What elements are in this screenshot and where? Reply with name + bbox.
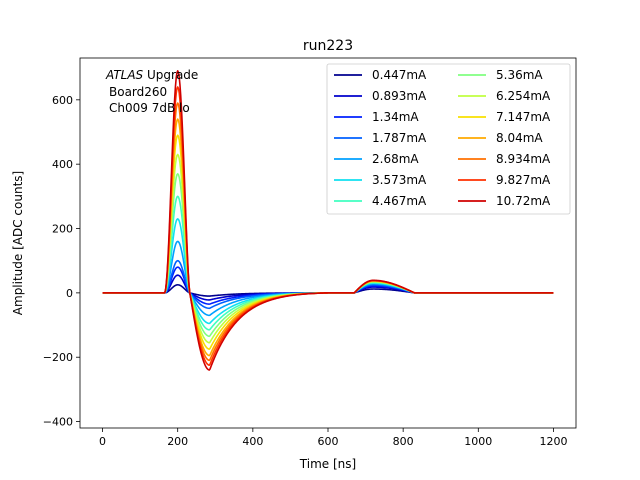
- legend-label: 3.573mA: [372, 173, 427, 187]
- legend-frame: [326, 63, 571, 215]
- y-tick-label: 400: [52, 158, 73, 171]
- legend-label: 8.934mA: [496, 152, 551, 166]
- annotation-upgrade: Upgrade: [143, 68, 198, 82]
- legend-label: 1.34mA: [372, 110, 419, 124]
- legend: 0.447mA 0.893mA 1.34mA 1.787mA 2.68mA 3.573mA…: [326, 63, 571, 215]
- x-axis-label: Time [ns]: [299, 457, 356, 471]
- x-tick-label: 1200: [539, 435, 567, 448]
- y-tick-label: 200: [52, 223, 73, 236]
- chart-title: run223: [303, 38, 353, 54]
- legend-label: 0.893mA: [372, 89, 427, 103]
- legend-label: 7.147mA: [496, 110, 551, 124]
- x-tick-label: 600: [318, 435, 339, 448]
- y-tick-label: −200: [43, 351, 73, 364]
- annotation-atlas: ATLAS: [105, 68, 144, 82]
- y-axis-label: Amplitude [ADC counts]: [11, 171, 25, 315]
- legend-label: 5.36mA: [496, 68, 543, 82]
- annotation-line-1: ATLAS Upgrade: [105, 68, 198, 82]
- legend-label: 4.467mA: [372, 194, 427, 208]
- annotation-line-2: Board260: [109, 85, 167, 99]
- annotation-line-3: Ch009 7dB lo: [109, 101, 190, 115]
- x-tick-label: 400: [242, 435, 263, 448]
- y-axis: −400 −200 0 200 400 600: [43, 94, 80, 429]
- x-tick-label: 1000: [464, 435, 492, 448]
- y-tick-label: −400: [43, 416, 73, 429]
- x-tick-label: 0: [99, 435, 106, 448]
- y-tick-label: 600: [52, 94, 73, 107]
- legend-label: 0.447mA: [372, 68, 427, 82]
- legend-label: 8.04mA: [496, 131, 543, 145]
- series-layer: [102, 70, 554, 371]
- series-line: [102, 70, 554, 371]
- legend-label: 2.68mA: [372, 152, 419, 166]
- legend-label: 9.827mA: [496, 173, 551, 187]
- x-axis: 0 200 400 600 800 1000 1200: [99, 428, 567, 448]
- x-tick-label: 200: [167, 435, 188, 448]
- x-tick-label: 800: [393, 435, 414, 448]
- legend-label: 1.787mA: [372, 131, 427, 145]
- y-tick-label: 0: [66, 287, 73, 300]
- atlas-annotation: ATLAS Upgrade Board260 Ch009 7dB lo: [105, 68, 198, 115]
- legend-label: 10.72mA: [496, 194, 551, 208]
- legend-label: 6.254mA: [496, 89, 551, 103]
